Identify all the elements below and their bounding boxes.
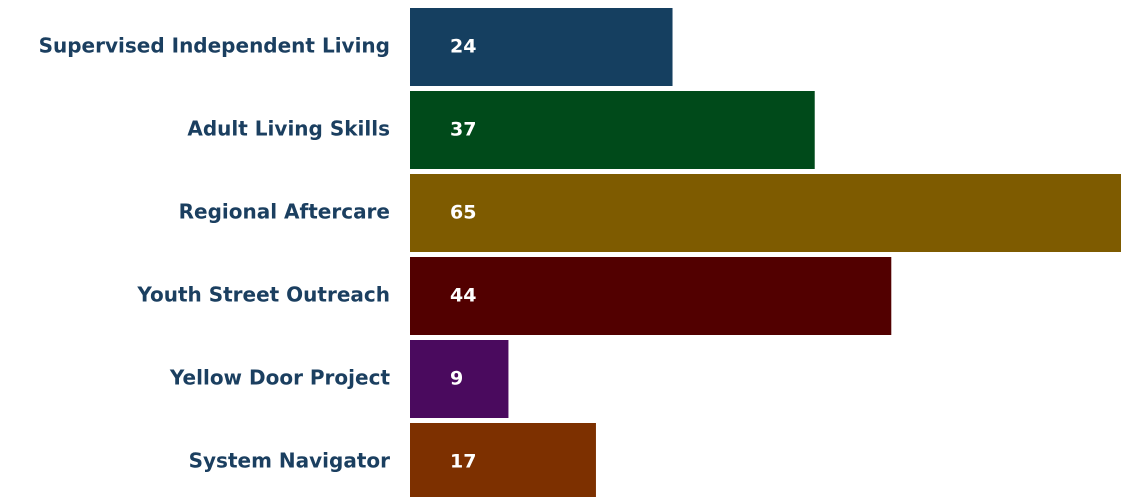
value-label: 9 bbox=[450, 368, 463, 390]
category-label: Regional Aftercare bbox=[179, 200, 390, 224]
bar bbox=[410, 340, 509, 418]
category-label: Yellow Door Project bbox=[169, 366, 391, 390]
value-label: 65 bbox=[450, 202, 476, 224]
value-label: 37 bbox=[450, 119, 476, 141]
value-label: 24 bbox=[450, 36, 476, 58]
bar bbox=[410, 423, 596, 497]
bar bbox=[410, 91, 815, 169]
category-label: Youth Street Outreach bbox=[136, 283, 390, 307]
category-label: System Navigator bbox=[189, 449, 391, 473]
category-label: Supervised Independent Living bbox=[39, 34, 390, 58]
bar bbox=[410, 257, 892, 335]
bar bbox=[410, 174, 1121, 252]
value-label: 17 bbox=[450, 451, 476, 473]
bar bbox=[410, 8, 673, 86]
category-label: Adult Living Skills bbox=[187, 117, 390, 141]
value-label: 44 bbox=[450, 285, 476, 307]
